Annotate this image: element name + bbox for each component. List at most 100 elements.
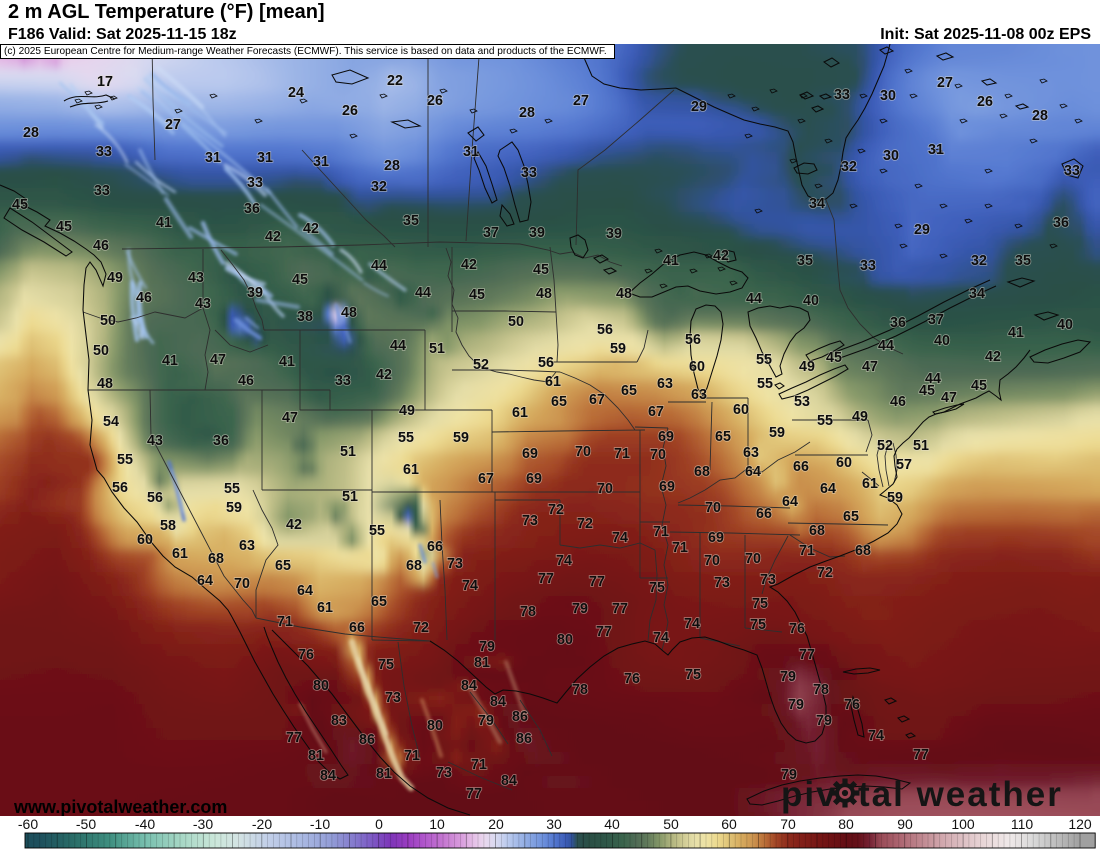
svg-text:100: 100 bbox=[951, 816, 975, 832]
svg-text:76: 76 bbox=[789, 621, 805, 637]
svg-text:84: 84 bbox=[490, 694, 506, 710]
svg-text:86: 86 bbox=[516, 731, 532, 747]
svg-text:55: 55 bbox=[757, 376, 773, 392]
svg-text:50: 50 bbox=[100, 313, 116, 329]
svg-text:43: 43 bbox=[188, 270, 204, 286]
svg-text:55: 55 bbox=[224, 481, 240, 497]
svg-text:71: 71 bbox=[672, 540, 688, 556]
svg-text:59: 59 bbox=[453, 430, 469, 446]
svg-text:45: 45 bbox=[12, 197, 28, 213]
svg-text:75: 75 bbox=[750, 617, 766, 633]
svg-text:53: 53 bbox=[794, 394, 810, 410]
svg-text:72: 72 bbox=[548, 502, 564, 518]
svg-text:69: 69 bbox=[658, 429, 674, 445]
svg-text:81: 81 bbox=[376, 766, 392, 782]
svg-text:44: 44 bbox=[415, 285, 431, 301]
svg-text:63: 63 bbox=[691, 387, 707, 403]
svg-text:24: 24 bbox=[288, 85, 304, 101]
svg-text:26: 26 bbox=[977, 94, 993, 110]
svg-text:31: 31 bbox=[313, 154, 329, 170]
svg-text:37: 37 bbox=[483, 225, 499, 241]
svg-text:86: 86 bbox=[512, 709, 528, 725]
svg-text:17: 17 bbox=[97, 74, 113, 90]
svg-text:32: 32 bbox=[371, 179, 387, 195]
svg-text:71: 71 bbox=[277, 614, 293, 630]
svg-text:67: 67 bbox=[648, 404, 664, 420]
svg-text:27: 27 bbox=[937, 75, 953, 91]
svg-text:-10: -10 bbox=[310, 816, 330, 832]
svg-text:52: 52 bbox=[877, 438, 893, 454]
svg-text:37: 37 bbox=[928, 312, 944, 328]
svg-text:30: 30 bbox=[880, 88, 896, 104]
svg-text:69: 69 bbox=[659, 479, 675, 495]
svg-text:63: 63 bbox=[657, 376, 673, 392]
svg-text:60: 60 bbox=[137, 532, 153, 548]
svg-text:56: 56 bbox=[597, 322, 613, 338]
svg-text:86: 86 bbox=[359, 732, 375, 748]
svg-text:56: 56 bbox=[538, 355, 554, 371]
svg-text:27: 27 bbox=[573, 93, 589, 109]
svg-text:40: 40 bbox=[803, 293, 819, 309]
svg-text:42: 42 bbox=[303, 221, 319, 237]
svg-text:65: 65 bbox=[715, 429, 731, 445]
svg-text:69: 69 bbox=[708, 530, 724, 546]
svg-text:50: 50 bbox=[508, 314, 524, 330]
svg-text:47: 47 bbox=[210, 352, 226, 368]
svg-text:61: 61 bbox=[172, 546, 188, 562]
svg-text:49: 49 bbox=[799, 359, 815, 375]
svg-text:68: 68 bbox=[809, 523, 825, 539]
svg-text:58: 58 bbox=[160, 518, 176, 534]
svg-text:28: 28 bbox=[23, 125, 39, 141]
svg-text:77: 77 bbox=[799, 647, 815, 663]
svg-text:46: 46 bbox=[238, 373, 254, 389]
svg-text:41: 41 bbox=[162, 353, 178, 369]
svg-text:45: 45 bbox=[292, 272, 308, 288]
svg-text:33: 33 bbox=[96, 144, 112, 160]
svg-text:64: 64 bbox=[745, 464, 761, 480]
svg-text:76: 76 bbox=[298, 647, 314, 663]
svg-text:73: 73 bbox=[760, 572, 776, 588]
svg-text:79: 79 bbox=[780, 669, 796, 685]
svg-text:84: 84 bbox=[501, 773, 517, 789]
svg-text:70: 70 bbox=[575, 444, 591, 460]
svg-text:tal weather: tal weather bbox=[858, 775, 1063, 814]
svg-text:71: 71 bbox=[404, 748, 420, 764]
svg-text:44: 44 bbox=[390, 338, 406, 354]
svg-text:84: 84 bbox=[320, 768, 336, 784]
svg-text:68: 68 bbox=[208, 551, 224, 567]
svg-text:68: 68 bbox=[694, 464, 710, 480]
svg-text:31: 31 bbox=[928, 142, 944, 158]
svg-text:10: 10 bbox=[429, 816, 445, 832]
svg-text:63: 63 bbox=[239, 538, 255, 554]
svg-text:66: 66 bbox=[349, 620, 365, 636]
svg-text:59: 59 bbox=[610, 341, 626, 357]
svg-text:35: 35 bbox=[1015, 253, 1031, 269]
svg-text:73: 73 bbox=[447, 556, 463, 572]
svg-text:73: 73 bbox=[436, 765, 452, 781]
svg-text:75: 75 bbox=[752, 596, 768, 612]
svg-text:41: 41 bbox=[663, 253, 679, 269]
svg-text:55: 55 bbox=[398, 430, 414, 446]
svg-text:77: 77 bbox=[589, 574, 605, 590]
svg-text:60: 60 bbox=[721, 816, 737, 832]
svg-text:90: 90 bbox=[897, 816, 913, 832]
svg-text:48: 48 bbox=[97, 376, 113, 392]
svg-text:www.pivotalweather.com: www.pivotalweather.com bbox=[13, 797, 227, 816]
svg-text:72: 72 bbox=[413, 620, 429, 636]
svg-text:61: 61 bbox=[403, 462, 419, 478]
svg-text:68: 68 bbox=[406, 558, 422, 574]
svg-text:73: 73 bbox=[522, 513, 538, 529]
svg-text:76: 76 bbox=[844, 697, 860, 713]
svg-text:75: 75 bbox=[685, 667, 701, 683]
svg-text:65: 65 bbox=[275, 558, 291, 574]
svg-text:70: 70 bbox=[705, 500, 721, 516]
svg-text:36: 36 bbox=[244, 201, 260, 217]
svg-text:80: 80 bbox=[838, 816, 854, 832]
svg-text:54: 54 bbox=[103, 414, 119, 430]
svg-text:33: 33 bbox=[1064, 163, 1080, 179]
svg-text:66: 66 bbox=[793, 459, 809, 475]
svg-text:70: 70 bbox=[704, 553, 720, 569]
svg-text:48: 48 bbox=[616, 286, 632, 302]
svg-text:72: 72 bbox=[817, 565, 833, 581]
svg-text:48: 48 bbox=[341, 305, 357, 321]
